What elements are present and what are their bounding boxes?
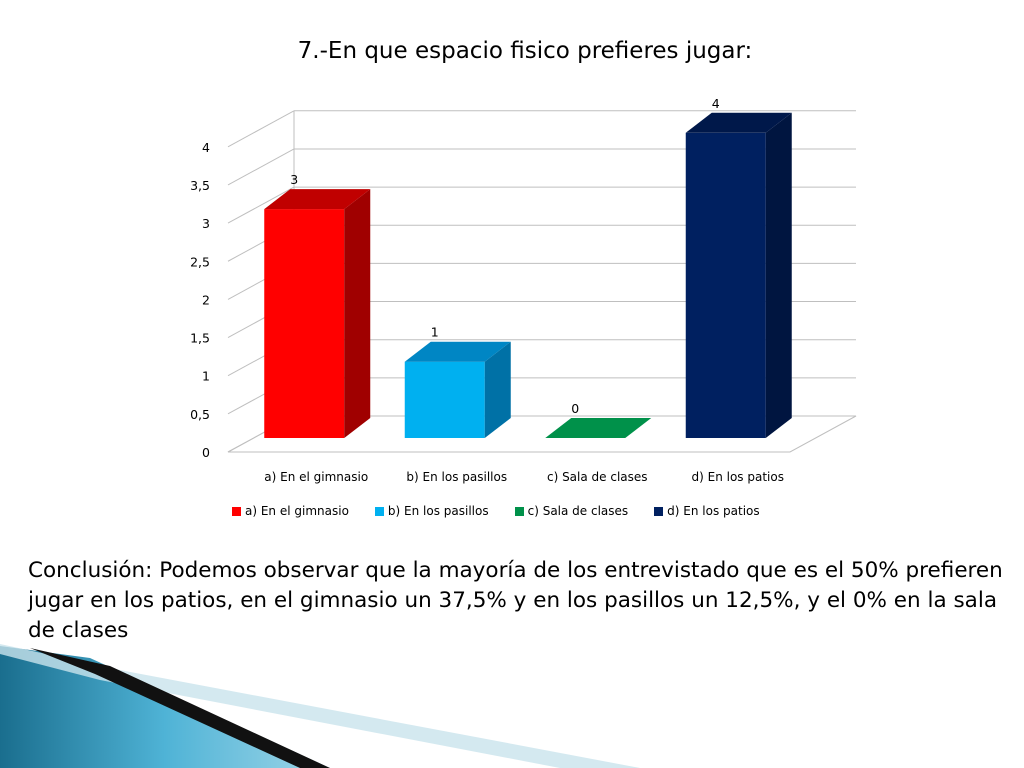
y-tick-label: 0,5 (190, 407, 210, 422)
x-category-label-2: c) Sala de clases (547, 470, 648, 484)
legend-swatch-sala-clases (514, 506, 524, 516)
bar-front-1 (404, 361, 485, 438)
legend-item-gimnasio: a) En el gimnasio (232, 504, 349, 518)
data-label-3: 4 (712, 96, 720, 111)
gridline-side (227, 186, 295, 224)
bar-front-0 (264, 209, 345, 438)
chart-title: 7.-En que espacio fisico prefieres jugar… (297, 38, 753, 64)
bar-chart-3d: 0 0,5 1 1,5 2 2,5 3 3,5 4 3 a) En el gimnasio 1 b) E… (190, 96, 857, 484)
y-tick-label: 2 (202, 292, 210, 307)
bar-side-1 (484, 341, 511, 438)
y-tick-label: 4 (202, 140, 210, 155)
legend-label-pasillos: b) En los pasillos (387, 504, 489, 518)
bar-front-3 (685, 132, 766, 439)
legend-label-gimnasio: a) En el gimnasio (245, 504, 349, 518)
gridline-side (227, 148, 295, 186)
legend-swatch-gimnasio (232, 506, 241, 516)
y-tick-label: 2,5 (190, 254, 210, 269)
legend-swatch-pasillos (374, 506, 384, 516)
bar-top-0 (264, 189, 371, 210)
y-tick-label: 1 (202, 369, 210, 384)
y-tick-label: 3,5 (190, 178, 210, 193)
conclusion-text: Conclusión: Podemos observar que la mayo… (28, 558, 1003, 643)
legend-item-pasillos: b) En los pasillos (374, 504, 489, 518)
legend-swatch-patios (654, 506, 664, 516)
x-category-label-3: d) En los patios (692, 470, 784, 484)
decorative-swoosh (0, 644, 640, 768)
y-tick-label: 0 (202, 445, 210, 460)
bar-top-2 (545, 418, 652, 438)
x-category-label-0: a) En el gimnasio (264, 470, 368, 484)
bar-top-3 (685, 112, 792, 133)
y-tick-label: 3 (202, 216, 210, 231)
chart-legend: a) En el gimnasio b) En los pasillos c) … (232, 504, 760, 518)
legend-item-patios: d) En los patios (654, 504, 760, 518)
data-label-0: 3 (290, 172, 298, 187)
gridline-side (227, 110, 295, 148)
data-label-2: 0 (571, 401, 579, 416)
legend-item-sala-clases: c) Sala de clases (514, 504, 629, 518)
data-label-1: 1 (431, 325, 439, 340)
bar-top-1 (404, 341, 511, 362)
bar-side-3 (765, 112, 792, 439)
legend-label-patios: d) En los patios (667, 504, 760, 518)
legend-label-sala-clases: c) Sala de clases (527, 504, 629, 518)
bar-side-0 (344, 189, 371, 438)
x-category-label-1: b) En los pasillos (406, 470, 507, 484)
y-tick-label: 1,5 (190, 331, 210, 346)
